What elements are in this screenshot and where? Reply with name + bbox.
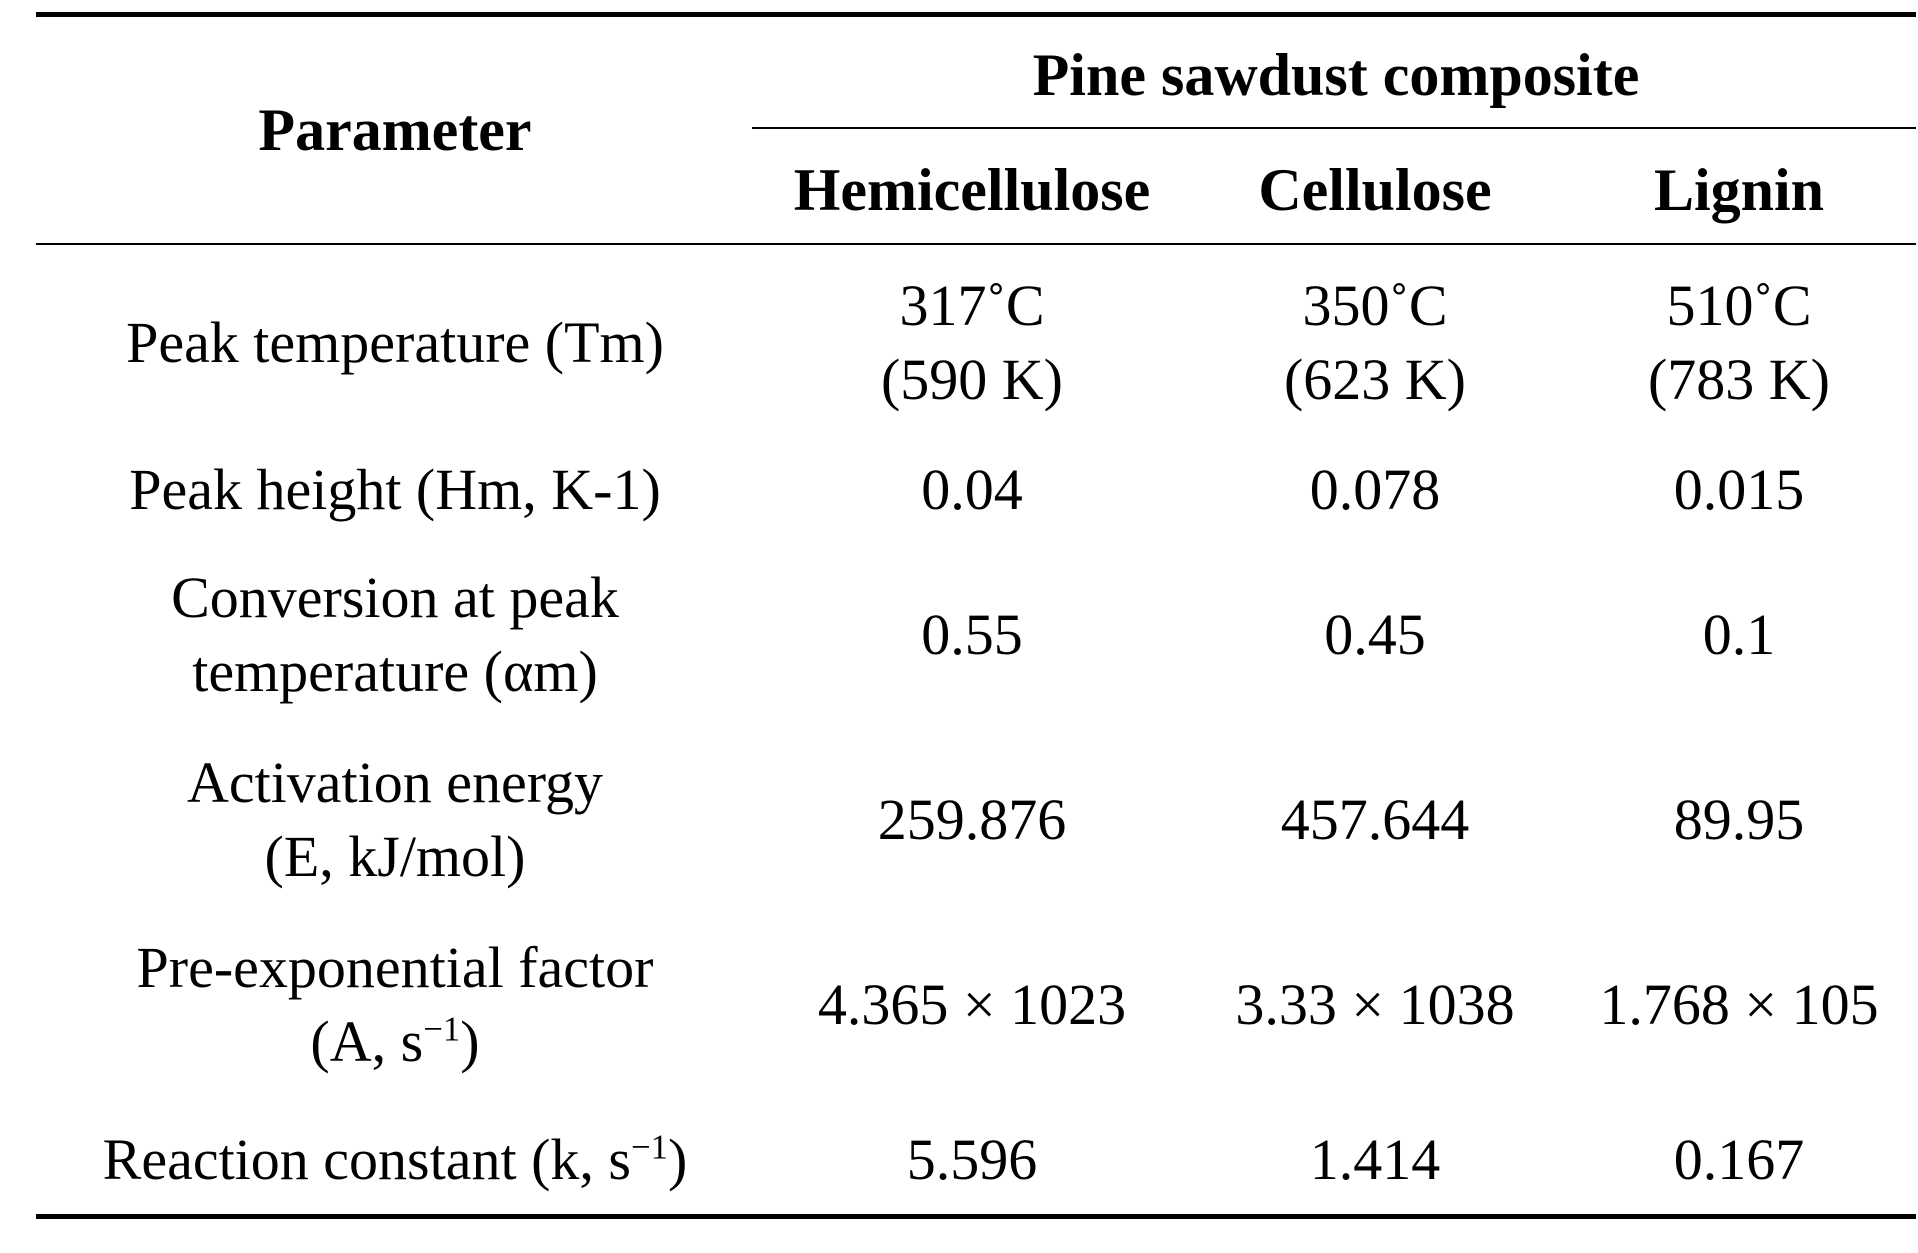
param-text-with-superscript: (A, s−1)	[310, 1005, 479, 1079]
header-group: Pine sawdust composite	[1032, 41, 1640, 108]
table-cell: 1.768 × 105	[1599, 972, 1879, 1037]
param-text: (A, s	[310, 1009, 424, 1074]
table-cell: 5.596	[906, 1127, 1038, 1192]
value-text: 510˚C	[1666, 273, 1812, 338]
table-cell: 0.55	[921, 602, 1023, 667]
param-text: Reaction constant (k, s	[102, 1127, 631, 1192]
table-cell: 317˚C (590 K)	[758, 268, 1186, 418]
group-underline-rule	[752, 127, 1916, 129]
header-col-lignin: Lignin	[1653, 156, 1825, 223]
header-bottom-rule	[36, 243, 1916, 245]
row-param: Peak temperature (Tm)	[36, 268, 754, 418]
table-cell: 0.078	[1309, 457, 1441, 522]
row-param: Peak height (Hm, K-1)	[36, 450, 754, 530]
value-text: (590 K)	[880, 347, 1063, 412]
param-text: temperature (αm)	[192, 639, 598, 704]
table-cell: 4.365 × 1023	[817, 972, 1127, 1037]
table-cell: 0.167	[1673, 1127, 1805, 1192]
value-text: 350˚C	[1302, 273, 1448, 338]
table-cell: 510˚C (783 K)	[1564, 268, 1914, 418]
table-cell: 0.015	[1673, 457, 1805, 522]
table-cell: 0.45	[1324, 602, 1426, 667]
row-param: Pre-exponential factor (A, s−1)	[36, 930, 754, 1080]
table-cell: 259.876	[877, 787, 1067, 852]
param-text-with-superscript: Reaction constant (k, s−1)	[103, 1123, 688, 1197]
table-cell: 350˚C (623 K)	[1190, 268, 1560, 418]
table-cell: 0.1	[1702, 602, 1776, 667]
table-cell: 457.644	[1280, 787, 1470, 852]
header-col-cellulose: Cellulose	[1258, 156, 1492, 223]
param-text: Peak temperature (Tm)	[126, 310, 664, 375]
value-text: 317˚C	[899, 273, 1045, 338]
table-cell: 3.33 × 1038	[1235, 972, 1515, 1037]
bottom-rule	[36, 1214, 1916, 1219]
value-text: (783 K)	[1647, 347, 1830, 412]
header-parameter: Parameter	[258, 97, 532, 163]
table-cell: 1.414	[1309, 1127, 1441, 1192]
param-text: Peak height (Hm, K-1)	[129, 457, 661, 522]
param-text: Pre-exponential factor	[136, 935, 654, 1000]
table-cell: 0.04	[921, 457, 1023, 522]
param-text: )	[668, 1127, 688, 1192]
table-cell: 89.95	[1673, 787, 1805, 852]
param-text: )	[460, 1009, 480, 1074]
top-rule	[36, 12, 1916, 17]
param-text: Conversion at peak	[171, 565, 619, 630]
param-text: Activation energy	[186, 750, 604, 815]
param-text: (E, kJ/mol)	[264, 824, 526, 889]
superscript: −1	[630, 1127, 669, 1167]
superscript: −1	[423, 1009, 461, 1049]
row-param: Reaction constant (k, s−1)	[36, 1115, 754, 1205]
row-param: Conversion at peak temperature (αm)	[36, 560, 754, 710]
header-col-hemicellulose: Hemicellulose	[793, 156, 1151, 223]
row-param: Activation energy (E, kJ/mol)	[36, 745, 754, 895]
value-text: (623 K)	[1283, 347, 1466, 412]
